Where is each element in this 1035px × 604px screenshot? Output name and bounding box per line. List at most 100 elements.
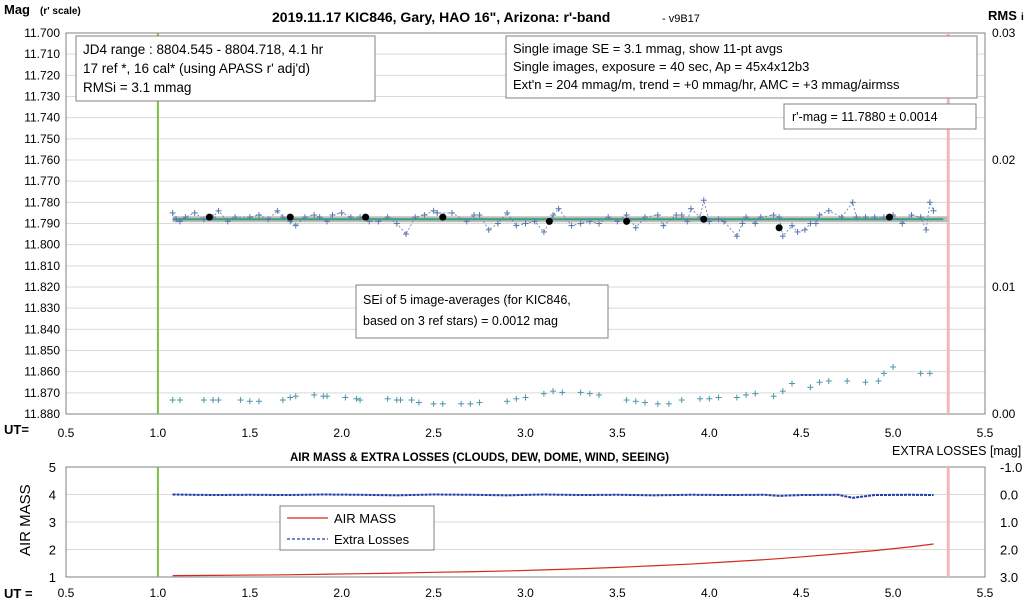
airmass-line: [172, 543, 934, 577]
single-image-point: [323, 218, 330, 225]
single-image-point: [292, 222, 299, 229]
top-y-tick-label: 11.880: [24, 407, 60, 421]
rms-point: [890, 364, 897, 371]
rms-point: [559, 389, 566, 396]
single-image-point: [807, 220, 814, 227]
jd-info-box: JD4 range : 8804.545 - 8804.718, 4.1 hr …: [75, 35, 376, 102]
rms-point: [353, 395, 360, 402]
rms-point: [733, 394, 740, 401]
bottom-x-tick-label: 5.5: [977, 586, 994, 600]
top-x-tick-label: 2.5: [425, 426, 442, 440]
bottom-y-label: AIR MASS: [17, 484, 34, 556]
sei-text-line1: SEi of 5 image-averages (for KIC846,: [363, 293, 571, 307]
average-point: [700, 215, 708, 223]
rms-point: [458, 400, 465, 407]
rms-point: [770, 393, 777, 400]
single-image-point: [770, 212, 777, 219]
bottom-y2-tick-label: 3.0: [1000, 570, 1018, 585]
single-image-point: [494, 220, 501, 227]
rms-point: [586, 390, 593, 397]
single-image-point: [531, 218, 538, 225]
top-x-label: UT=: [4, 422, 29, 437]
bottom-x-label: UT =: [4, 586, 33, 601]
bottom-y2-tick-label: -1.0: [1000, 460, 1022, 475]
top-y2-label: RMS: [988, 8, 1017, 23]
top-y-tick-labels: 11.700 11.710 11.720 11.730 11.740 11.750 11.7…: [24, 26, 60, 421]
top-x-tick-label: 5.5: [977, 426, 994, 440]
single-image-point: [739, 220, 746, 227]
single-image-point: [721, 218, 728, 225]
single-image-point: [605, 214, 612, 221]
single-image-point: [274, 207, 281, 214]
single-image-point: [816, 212, 823, 219]
bottom-x-tick-label: 4.0: [701, 586, 718, 600]
rms-point: [632, 398, 639, 405]
rms-point: [504, 398, 511, 405]
top-y-tick-label: 11.810: [24, 259, 60, 273]
bottom-chart-title: AIR MASS & EXTRA LOSSES (CLOUDS, DEW, DO…: [290, 452, 669, 464]
bottom-y-tick-label: 2: [49, 543, 56, 558]
top-chart-version: - v9B17: [662, 13, 700, 25]
rms-point: [844, 377, 851, 384]
single-image-point: [255, 212, 262, 219]
top-series: [169, 197, 937, 407]
top-x-tick-label: 3.0: [517, 426, 534, 440]
single-image-point: [880, 214, 887, 221]
top-y-label-sub: (r' scale): [40, 6, 81, 17]
single-image-point: [733, 233, 740, 240]
rms-point: [279, 397, 286, 404]
single-image-point: [930, 207, 937, 214]
sei-text-line2: based on 3 ref stars) = 0.0012 mag: [363, 314, 558, 328]
single-image-point: [853, 214, 860, 221]
single-image-point: [789, 222, 796, 229]
top-y2-tick-label: 0.00: [992, 407, 1016, 421]
top-y-tick-label: 11.830: [24, 301, 60, 315]
top-chart-title: 2019.11.17 KIC846, Gary, HAO 16", Arizon…: [272, 9, 610, 25]
single-image-point: [476, 212, 483, 219]
single-image-point: [224, 218, 231, 225]
top-y-tick-label: 11.840: [24, 322, 60, 336]
bottom-x-tick-label: 0.5: [58, 586, 75, 600]
single-image-point: [182, 214, 189, 221]
single-image-point: [908, 212, 915, 219]
bottom-x-tick-label: 2.5: [425, 586, 442, 600]
single-image-point: [794, 228, 801, 235]
single-image-point: [504, 209, 511, 216]
single-image-point: [673, 212, 680, 219]
rms-point: [476, 399, 483, 406]
single-image-point: [776, 214, 783, 221]
top-y-tick-label: 11.850: [24, 344, 60, 358]
top-y-tick-label: 11.720: [24, 68, 60, 82]
rms-point: [654, 400, 661, 407]
rms-point: [807, 384, 814, 391]
single-image-point: [757, 214, 764, 221]
single-image-point: [752, 220, 759, 227]
single-image-point: [917, 214, 924, 221]
rms-point: [641, 399, 648, 406]
top-y-tick-label: 11.820: [24, 280, 60, 294]
rms-point: [540, 390, 547, 397]
top-x-tick-label: 1.0: [150, 426, 167, 440]
rmag-box: r'-mag = 11.7880 ± 0.0014: [783, 103, 977, 130]
rms-point: [706, 395, 713, 402]
top-y-tick-label: 11.700: [24, 26, 60, 40]
single-image-point: [654, 212, 661, 219]
rms-point: [513, 395, 520, 402]
bottom-y2-tick-label: 0.0: [1000, 488, 1018, 503]
single-image-point: [513, 222, 520, 229]
top-y-tick-label: 11.730: [24, 90, 60, 104]
bottom-y2-tick-labels: -1.0 0.0 1.0 2.0 3.0: [1000, 460, 1022, 585]
rms-point: [169, 397, 176, 404]
rms-point: [862, 379, 869, 386]
single-image-point: [215, 207, 222, 214]
single-image-point: [838, 214, 845, 221]
single-image-point: [862, 214, 869, 221]
top-y-tick-label: 11.710: [24, 47, 60, 61]
top-y-tick-label: 11.800: [24, 238, 60, 252]
single-image-point: [678, 212, 685, 219]
single-image-point: [434, 209, 441, 216]
bottom-y-tick-label: 3: [49, 515, 56, 530]
exposure-info-box: Single image SE = 3.1 mmag, show 11-pt a…: [505, 35, 978, 99]
single-image-point: [812, 220, 819, 227]
